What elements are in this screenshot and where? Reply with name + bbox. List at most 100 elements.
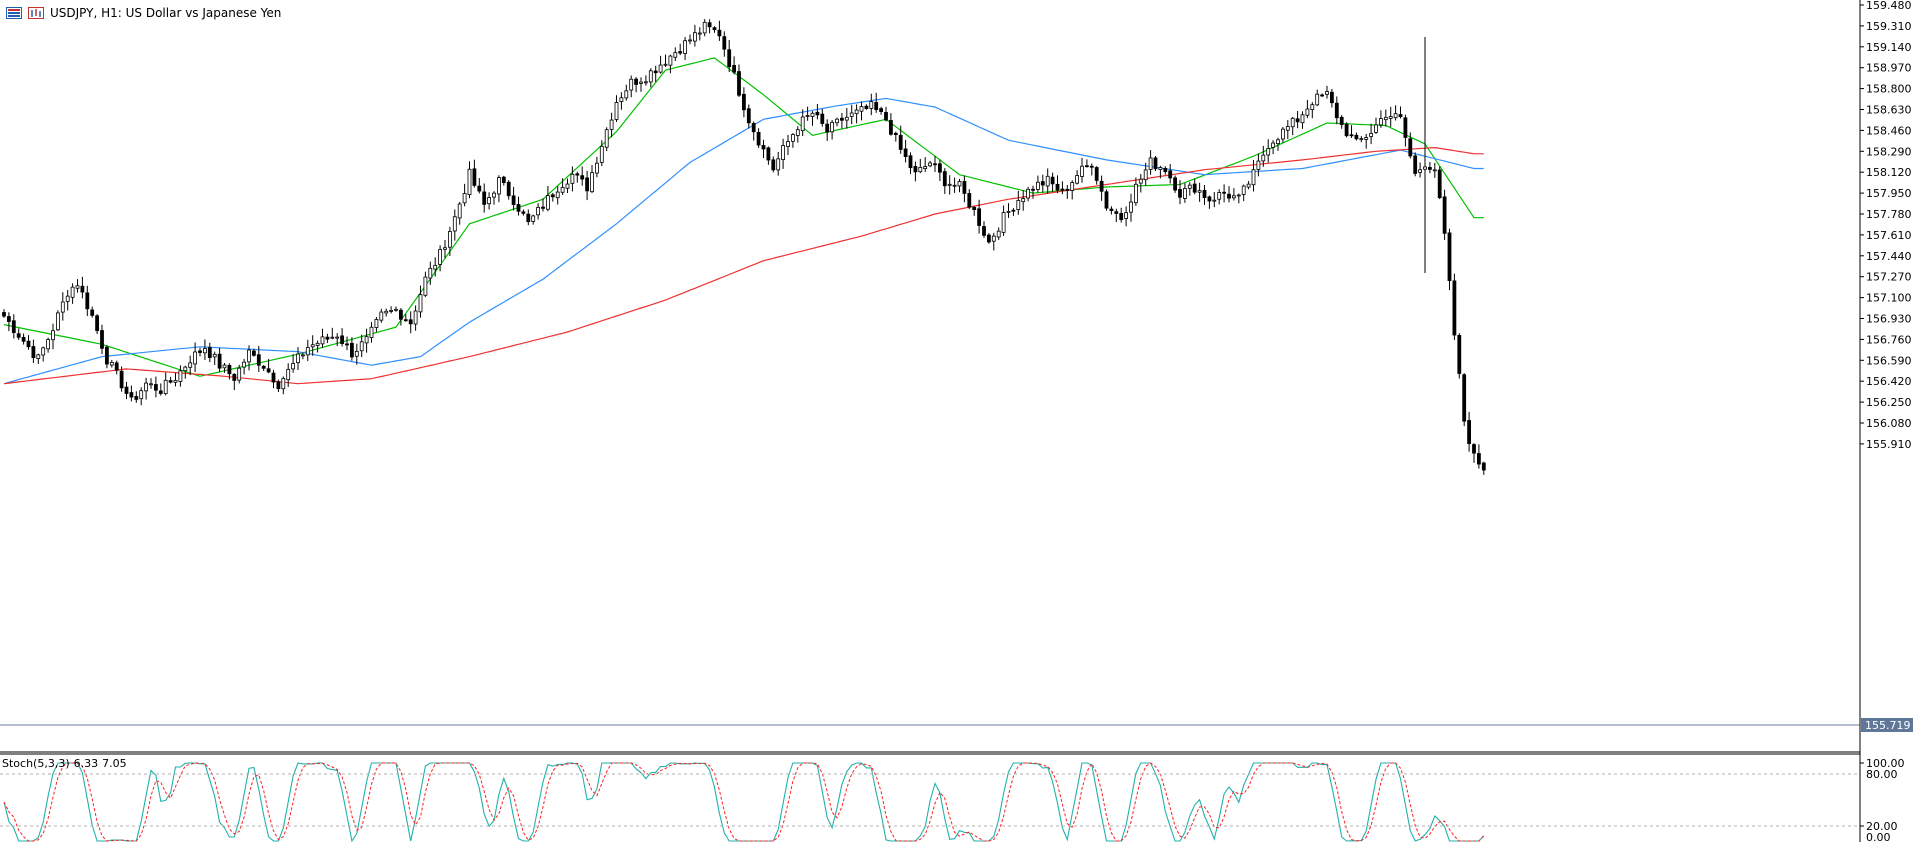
candle-bear	[1295, 118, 1300, 123]
candle-bear	[1011, 209, 1016, 212]
candle-bull	[1276, 139, 1280, 145]
candle-bear	[1481, 462, 1486, 471]
candle-bull	[1241, 185, 1246, 195]
candlesticks	[2, 19, 1486, 475]
chart-window-icon[interactable]	[28, 7, 44, 19]
candle-bear	[1462, 374, 1467, 422]
candle-bull	[1016, 200, 1021, 210]
candle-bear	[325, 336, 330, 340]
candle-bear	[1339, 116, 1344, 125]
candle-bear	[340, 335, 345, 344]
chart-list-icon[interactable]	[6, 7, 22, 19]
stoch-label: Stoch(5,3,3)	[2, 757, 70, 770]
candle-bear	[1040, 181, 1045, 186]
candle-bull	[193, 351, 198, 365]
candle-bear	[1104, 191, 1109, 209]
candle-bear	[889, 119, 893, 135]
candle-bull	[693, 32, 697, 42]
candle-bull	[1290, 117, 1295, 128]
candle-bear	[1344, 123, 1349, 137]
candle-bear	[1109, 208, 1114, 211]
stoch-main-value: 6.33	[73, 757, 99, 770]
candle-bear	[884, 112, 888, 121]
candle-bear	[727, 49, 732, 68]
candle-bear	[1330, 91, 1334, 104]
candle-bear	[1227, 193, 1231, 199]
candle-bull	[310, 344, 315, 348]
stoch-main-line	[3, 762, 1485, 843]
candle-bear	[1447, 232, 1452, 282]
candle-bear	[1398, 114, 1403, 118]
price-tick-label: 156.420	[1866, 375, 1912, 388]
candle-bull	[1369, 133, 1373, 137]
candle-bear	[766, 147, 771, 161]
candle-bull	[296, 353, 300, 364]
candle-bull	[51, 330, 55, 341]
price-axis: 159.480 159.310 159.140 158.970 158.800 158.6…	[1860, 0, 1912, 451]
candle-bull	[1134, 183, 1138, 204]
candle-bear	[26, 340, 31, 348]
candle-bear	[408, 319, 413, 325]
candle-bear	[80, 285, 85, 293]
candle-bull	[952, 184, 957, 187]
candle-bear	[1178, 188, 1182, 198]
candle-bull	[673, 52, 678, 58]
candle-bull	[1261, 154, 1266, 162]
price-tick-label: 157.780	[1866, 208, 1912, 221]
candle-bear	[1207, 196, 1212, 202]
candle-bull	[849, 112, 854, 117]
candle-bear	[207, 347, 212, 358]
candle-bull	[183, 366, 188, 372]
candle-bull	[70, 286, 75, 298]
candle-bull	[1325, 91, 1329, 95]
candle-bear	[1452, 280, 1457, 336]
candle-bear	[1173, 177, 1177, 191]
candle-bull	[247, 349, 251, 363]
candle-bull	[795, 129, 800, 136]
candle-bull	[315, 342, 320, 346]
candle-bull	[639, 81, 643, 84]
stoch-signal-value: 7.05	[102, 757, 127, 770]
candle-bull	[487, 197, 492, 205]
candle-bull	[1158, 167, 1163, 170]
candle-bull	[202, 348, 207, 354]
candle-bear	[31, 346, 36, 358]
candle-bear	[903, 148, 908, 157]
candle-bull	[1300, 114, 1305, 124]
candle-bull	[991, 235, 996, 242]
candle-bull	[457, 203, 462, 219]
price-tick-label: 158.290	[1866, 145, 1912, 158]
candle-bear	[550, 194, 555, 198]
candle-bull	[1418, 169, 1422, 173]
candle-bear	[1089, 165, 1094, 168]
candle-bull	[614, 102, 619, 120]
candle-bear	[893, 132, 898, 135]
candle-bull	[1388, 116, 1393, 119]
candle-bull	[1080, 165, 1084, 177]
candle-bear	[124, 386, 129, 394]
candle-bear	[134, 396, 139, 400]
candle-bear	[506, 181, 511, 197]
candle-bull	[1423, 166, 1427, 170]
candle-bull	[648, 70, 653, 83]
candle-bear	[913, 166, 918, 173]
candle-bull	[291, 363, 296, 370]
moving-averages	[3, 57, 1484, 385]
candle-bull	[830, 121, 834, 133]
candle-bear	[771, 159, 776, 171]
stoch-axis: 100.00 80.00 20.00 0.00	[1860, 757, 1905, 844]
candle-bull	[810, 112, 815, 117]
candle-bull	[1432, 169, 1437, 172]
candle-bear	[198, 350, 202, 353]
candle-bull	[702, 21, 707, 34]
current-price-label: 155.719	[1865, 719, 1911, 732]
candle-bear	[85, 292, 90, 310]
candle-bear	[1477, 453, 1481, 465]
price-tick-label: 156.250	[1866, 396, 1912, 409]
candle-bull	[109, 362, 114, 366]
candle-bull	[418, 294, 423, 313]
candle-bear	[732, 65, 736, 73]
stochastic-title: Stoch(5,3,3) 6.33 7.05	[2, 757, 131, 770]
candle-bull	[384, 310, 389, 314]
